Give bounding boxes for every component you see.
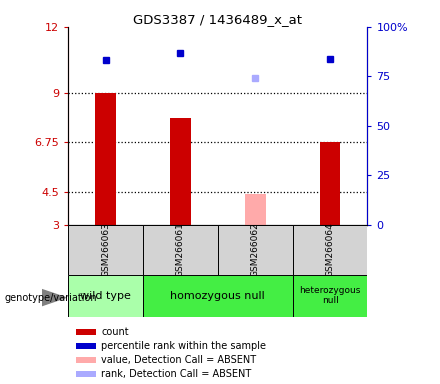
Bar [76,371,96,377]
Polygon shape [42,290,66,306]
Text: count: count [102,327,129,337]
Text: heterozygous
null: heterozygous null [299,286,361,305]
Bar [218,225,293,275]
Bar [68,275,143,317]
Bar [319,142,341,225]
Bar [76,343,96,349]
Text: wild type: wild type [80,291,131,301]
Text: GSM266063: GSM266063 [101,222,110,277]
Bar [170,118,191,225]
Title: GDS3387 / 1436489_x_at: GDS3387 / 1436489_x_at [133,13,302,26]
Text: genotype/variation: genotype/variation [4,293,97,303]
Bar [76,329,96,335]
Text: value, Detection Call = ABSENT: value, Detection Call = ABSENT [102,355,257,365]
Bar [76,357,96,363]
Bar [143,225,218,275]
Text: GSM266061: GSM266061 [176,222,185,277]
Bar [245,194,266,225]
Bar [143,275,293,317]
Text: GSM266064: GSM266064 [326,222,334,277]
Text: rank, Detection Call = ABSENT: rank, Detection Call = ABSENT [102,369,252,379]
Bar [293,225,367,275]
Text: percentile rank within the sample: percentile rank within the sample [102,341,267,351]
Bar [95,93,116,225]
Text: GSM266062: GSM266062 [251,222,260,277]
Bar [68,225,143,275]
Text: homozygous null: homozygous null [170,291,265,301]
Bar [293,275,367,317]
